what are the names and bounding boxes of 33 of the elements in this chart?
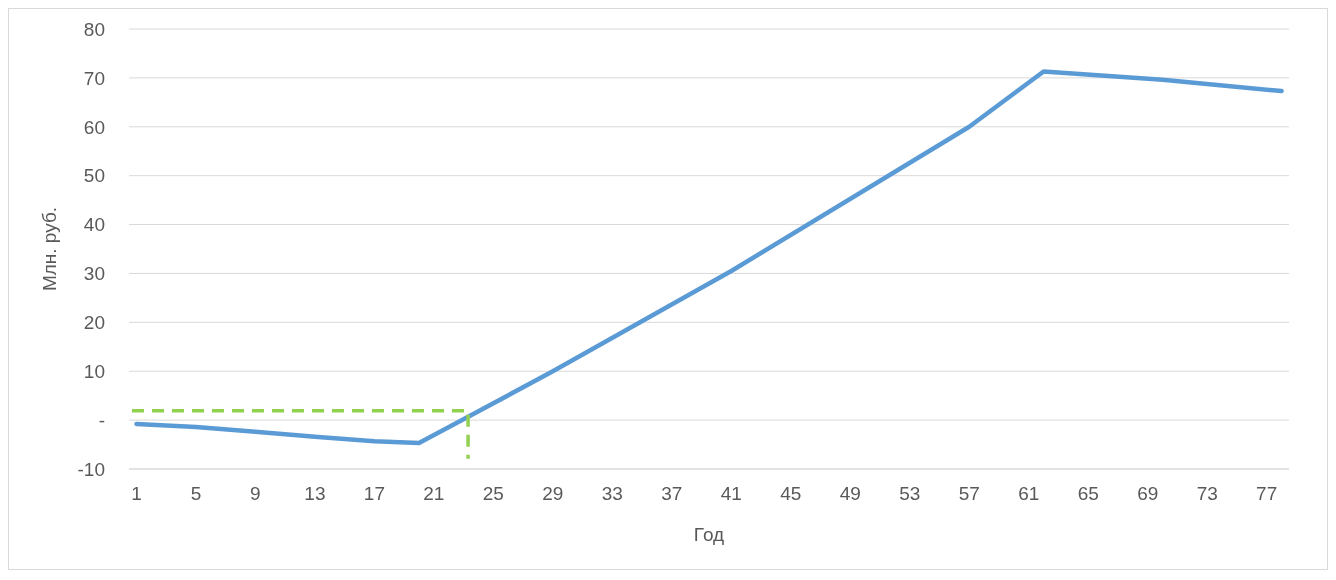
x-tick-label: 25 [482, 483, 504, 505]
x-tick-label: 13 [304, 483, 326, 505]
y-tick-label: 40 [83, 214, 105, 236]
x-tick-label: 77 [1256, 483, 1278, 505]
x-tick-label: 1 [131, 483, 142, 505]
x-tick-label: 45 [780, 483, 802, 505]
y-tick-label: 10 [83, 360, 105, 382]
x-tick-label: 21 [423, 483, 445, 505]
y-tick-label: 60 [83, 116, 105, 138]
x-tick-label: 5 [190, 483, 202, 505]
x-tick-label: 53 [899, 483, 921, 505]
line-series [134, 69, 1284, 446]
x-tick-label: 73 [1196, 483, 1218, 505]
x-tick-label: 37 [661, 483, 683, 505]
y-tick-label: 20 [83, 312, 105, 334]
x-tick-label: 61 [1018, 483, 1040, 505]
y-tick-label: -10 [77, 458, 105, 480]
x-tick-label: 65 [1077, 483, 1099, 505]
x-axis-title: Год [693, 524, 725, 545]
x-tick-label: 57 [958, 483, 980, 505]
x-tick-label: 41 [720, 483, 742, 505]
y-tick-label: 80 [83, 18, 105, 40]
x-tick-label: 49 [839, 483, 861, 505]
y-tick-label: 30 [83, 263, 105, 285]
x-tick-label: 29 [542, 483, 564, 505]
x-tick-label: 33 [601, 483, 623, 505]
y-tick-label: 50 [83, 165, 105, 187]
x-tick-label: 17 [363, 483, 385, 505]
x-tick-label: 69 [1137, 483, 1159, 505]
y-tick-label: 70 [83, 67, 105, 89]
x-tick-label: 9 [250, 483, 261, 505]
y-tick-label: - [98, 409, 105, 431]
y-axis-title: Млн. руб. [38, 206, 60, 292]
